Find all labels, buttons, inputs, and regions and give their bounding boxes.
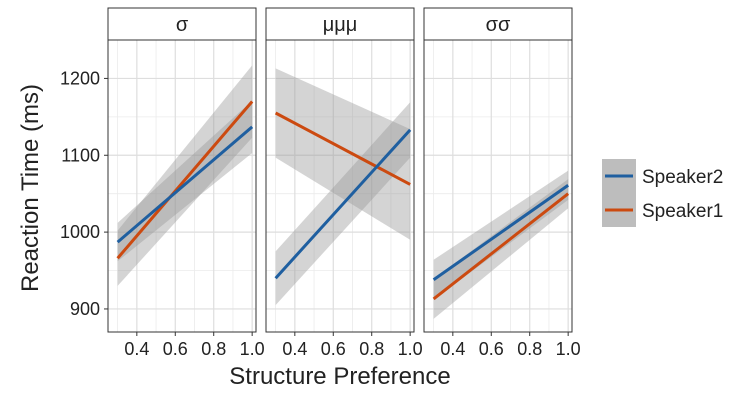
panel-border (265, 39, 415, 333)
facet-strip-label: σσ (486, 14, 511, 36)
confidence-band-speaker1 (275, 68, 411, 240)
facet-panel-1: σ (107, 7, 257, 333)
x-tick-label: 1.0 (240, 339, 265, 359)
panel-border (423, 39, 573, 333)
facet-panel-2: μμμ (265, 7, 415, 333)
series-line-speaker1 (274, 111, 411, 186)
legend-item-speaker1: Speaker1 (602, 193, 723, 227)
x-axis: 0.4 0.6 0.8 1.0 0.4 0.6 0.8 1.0 0.4 0.6 0.8 1.0 (124, 332, 581, 359)
series-line-speaker1 (432, 192, 570, 301)
facet-strip (107, 7, 257, 41)
x-tick-label: 0.6 (321, 339, 346, 359)
confidence-band-speaker2 (433, 170, 569, 300)
x-tick-label: 0.4 (282, 339, 307, 359)
x-tick-label: 0.8 (359, 339, 384, 359)
confidence-band-speaker1 (117, 65, 253, 286)
x-tick-label: 0.8 (517, 339, 542, 359)
x-tick-label: 1.0 (556, 339, 581, 359)
x-tick-label: 0.4 (440, 339, 465, 359)
y-tick-label: 1100 (61, 145, 100, 165)
y-tick-label: 1000 (60, 222, 100, 242)
y-axis: 900 1000 1100 1200 (60, 68, 108, 319)
legend-label: Speaker2 (642, 167, 723, 188)
x-tick-label: 0.6 (479, 339, 504, 359)
facet-panel-3: σσ (423, 7, 573, 333)
y-tick-label: 900 (70, 299, 100, 319)
legend-label: Speaker1 (642, 201, 723, 222)
confidence-band-speaker1 (433, 179, 569, 319)
x-tick-label: 1.0 (398, 339, 423, 359)
y-tick-label: 1200 (60, 68, 100, 88)
series-line-speaker2 (432, 184, 570, 281)
series-line-speaker1 (116, 100, 254, 260)
legend-item-speaker2: Speaker2 (602, 159, 723, 193)
x-tick-label: 0.6 (163, 339, 188, 359)
series-line-speaker2 (116, 125, 254, 244)
series-line-speaker2 (274, 128, 412, 280)
facet-strip-label: σ (176, 14, 189, 36)
x-tick-label: 0.4 (124, 339, 149, 359)
panels-layer: σ μμμ σσ (107, 7, 573, 333)
x-axis-label: Structure Preference (229, 363, 450, 390)
facet-strip (423, 7, 573, 41)
x-tick-label: 0.8 (201, 339, 226, 359)
facet-strip (265, 7, 415, 41)
facet-strip-label: μμμ (323, 14, 358, 36)
panel-background (424, 40, 572, 332)
panel-border (107, 39, 257, 333)
legend: Speaker2 Speaker1 (602, 159, 723, 227)
y-axis-label: Reaction Time (ms) (17, 84, 44, 292)
panel-background (266, 40, 414, 332)
